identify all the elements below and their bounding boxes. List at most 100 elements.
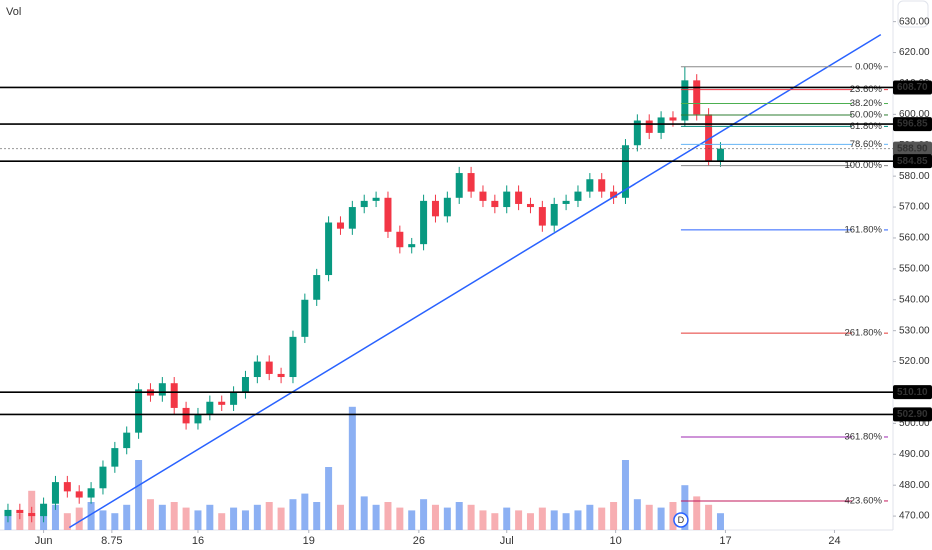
volume-bar — [574, 510, 582, 530]
volume-bar — [669, 502, 677, 530]
volume-bar — [455, 502, 463, 530]
x-tick-label: 19 — [303, 535, 315, 547]
candle-body — [372, 197, 380, 201]
candle-body — [610, 191, 618, 198]
volume-bar — [194, 510, 202, 530]
volume-bar — [479, 510, 487, 530]
volume-bar — [538, 507, 546, 530]
volume-bar — [443, 507, 451, 530]
volume-bar — [467, 504, 475, 530]
x-tick-label: 8.75 — [101, 535, 122, 547]
fib-label: 78.60% — [850, 139, 883, 150]
x-tick-label: 10 — [609, 535, 621, 547]
volume-bar — [491, 513, 499, 530]
candle-body — [75, 491, 83, 498]
volume-bar — [253, 504, 261, 530]
candle-body — [681, 80, 689, 121]
fib-label: 100.00% — [844, 160, 882, 171]
volume-bar — [645, 504, 653, 530]
fib-label: 38.20% — [850, 98, 883, 109]
price-tag-label: 588.90 — [897, 143, 928, 154]
candle-body — [253, 361, 261, 378]
x-tick-label: 24 — [828, 535, 840, 547]
candle-body — [123, 432, 131, 449]
candle-body — [705, 114, 713, 161]
y-tick-label: 500.00 — [899, 418, 930, 429]
y-tick-label: 560.00 — [899, 233, 930, 244]
candle-body — [716, 148, 724, 161]
candle-body — [51, 482, 59, 504]
candle-body — [182, 407, 190, 424]
x-tick-label: 16 — [192, 535, 204, 547]
candle-body — [479, 191, 487, 201]
candle-body — [491, 200, 499, 208]
candle-body — [135, 389, 143, 433]
x-tick-label: Jul — [500, 535, 514, 547]
volume-bar — [693, 496, 701, 530]
candle-body — [158, 383, 166, 396]
candle-body — [111, 448, 119, 467]
volume-bar — [182, 507, 190, 530]
volume-bar — [313, 502, 321, 530]
volume-bar — [716, 513, 724, 530]
volume-bar — [610, 502, 618, 530]
fib-label: 261.80% — [844, 328, 882, 339]
volume-bar — [562, 513, 570, 530]
volume-bar — [218, 513, 226, 530]
volume-bar — [372, 504, 380, 530]
candle-body — [277, 373, 285, 378]
volume-bar — [550, 510, 558, 530]
y-tick-label: 620.00 — [899, 47, 930, 58]
candle-body — [325, 222, 333, 276]
candle-body — [396, 231, 404, 248]
price-tag-label: 608.70 — [897, 82, 928, 93]
price-tag-label: 510.10 — [897, 387, 928, 398]
volume-bar — [75, 507, 83, 530]
x-tick-label: 17 — [719, 535, 731, 547]
fib-label: 23.60% — [850, 84, 883, 95]
candle-body — [313, 275, 321, 300]
volume-bar — [265, 502, 273, 530]
candle-body — [657, 117, 665, 133]
fib-label: 0.00% — [855, 61, 882, 72]
candle-body — [230, 392, 238, 405]
candle-body — [408, 244, 416, 248]
candle-body — [669, 117, 677, 121]
candle-body — [467, 173, 475, 192]
volume-bar — [633, 499, 641, 530]
candle-body — [586, 179, 594, 192]
fib-label: 361.80% — [844, 431, 882, 442]
y-tick-label: 570.00 — [899, 202, 930, 213]
fib-label: 61.80% — [850, 121, 883, 132]
candle-body — [170, 383, 178, 408]
candle-body — [265, 361, 273, 374]
candle-body — [515, 191, 523, 204]
volume-bar — [621, 460, 629, 530]
volume-bar — [360, 496, 368, 530]
candle-body — [289, 336, 297, 378]
candle-body — [503, 191, 511, 208]
volume-bar — [396, 507, 404, 530]
candle-body — [526, 203, 534, 208]
candle-body — [206, 401, 214, 415]
volume-bar — [289, 499, 297, 530]
candle-body — [645, 120, 653, 133]
candle-body — [574, 191, 582, 201]
candle-body — [420, 200, 428, 245]
candle-body — [301, 299, 309, 337]
candle-body — [538, 207, 546, 226]
y-tick-label: 600.00 — [899, 109, 930, 120]
price-tag — [893, 141, 932, 156]
price-tag-label: 596.85 — [897, 119, 928, 130]
y-tick-label: 540.00 — [899, 294, 930, 305]
candle-body — [336, 222, 344, 229]
volume-bar — [277, 507, 285, 530]
price-tag — [893, 407, 932, 422]
settings-button[interactable] — [897, 0, 929, 28]
candle-body — [693, 80, 701, 115]
candle-body — [455, 173, 463, 198]
y-tick-label: 630.00 — [899, 16, 930, 27]
volume-bar — [230, 507, 238, 530]
candle-body — [194, 414, 202, 424]
